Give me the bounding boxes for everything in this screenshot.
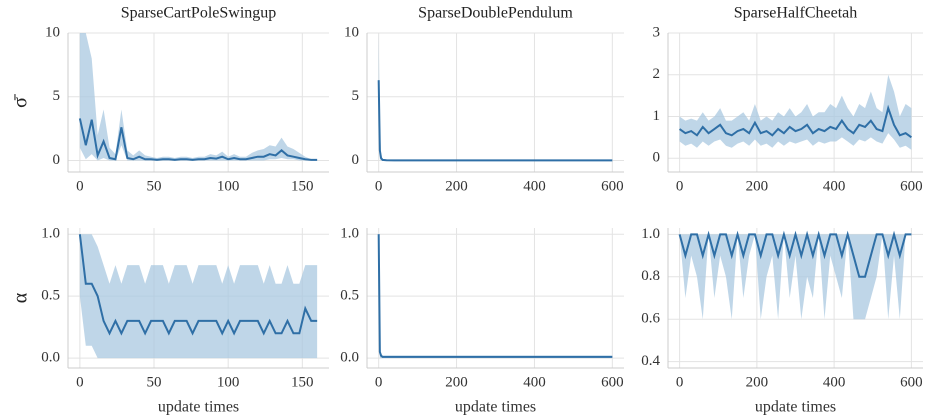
x-tick-label: 100 <box>217 178 240 194</box>
x-tick-label: 600 <box>601 178 624 194</box>
x-tick-label: 400 <box>523 374 546 390</box>
x-tick-label: 200 <box>746 374 769 390</box>
x-tick-label: 0 <box>76 178 84 194</box>
y-tick-label: 10 <box>45 24 60 40</box>
plot-area <box>78 33 318 161</box>
plot-area <box>377 33 613 162</box>
x-tick-label: 0 <box>76 374 84 390</box>
x-tick-label: 400 <box>823 374 846 390</box>
y-tick-label: 5 <box>352 88 360 104</box>
x-tick-label: 200 <box>445 178 468 194</box>
y-tick-label: 0.0 <box>41 350 60 366</box>
x-tick-label: 0 <box>676 374 684 390</box>
chart-title: SparseHalfCheetah <box>734 5 858 22</box>
x-axis-label: update times <box>158 399 239 416</box>
y-tick-label: 1.0 <box>340 226 359 242</box>
x-axis-label: update times <box>455 399 536 416</box>
y-tick-label: 0 <box>53 152 61 168</box>
x-tick-label: 600 <box>900 178 923 194</box>
y-tick-label: 5 <box>53 88 61 104</box>
x-tick-label: 0 <box>375 178 383 194</box>
line <box>377 80 613 162</box>
line <box>78 118 318 161</box>
plot-area <box>377 234 613 359</box>
x-tick-label: 150 <box>291 178 314 194</box>
x-tick-label: 200 <box>746 178 769 194</box>
line <box>678 230 912 278</box>
line <box>679 104 912 139</box>
y-tick-label: 1 <box>653 108 661 124</box>
y-tick-label: 0.5 <box>41 288 60 304</box>
y-tick-label: 0.4 <box>641 353 660 369</box>
x-tick-label: 400 <box>523 178 546 194</box>
y-tick-label: 10 <box>344 24 359 40</box>
x-tick-label: 0 <box>375 374 383 390</box>
x-tick-label: 50 <box>147 374 162 390</box>
y-tick-label: 1.0 <box>641 226 660 242</box>
plot-area <box>78 234 318 359</box>
y-tick-label: 0.5 <box>340 288 359 304</box>
y-tick-label: 0 <box>352 152 360 168</box>
x-axis-label: update times <box>755 399 836 416</box>
y-tick-label: 1.0 <box>41 226 60 242</box>
x-tick-label: 100 <box>217 374 240 390</box>
x-tick-label: 600 <box>601 374 624 390</box>
y-axis-label: σ̄ <box>10 93 32 108</box>
x-tick-label: 0 <box>676 178 684 194</box>
line <box>377 234 613 358</box>
x-tick-label: 600 <box>900 374 923 390</box>
x-tick-label: 150 <box>291 374 314 390</box>
y-tick-label: 3 <box>653 24 661 40</box>
y-tick-label: 0.0 <box>340 350 359 366</box>
plot-area <box>679 74 912 150</box>
x-tick-label: 50 <box>147 178 162 194</box>
y-tick-label: 0.6 <box>641 311 660 327</box>
line <box>78 234 318 336</box>
x-tick-label: 400 <box>823 178 846 194</box>
chart-title: SparseCartPoleSwingup <box>121 5 277 22</box>
plot-area <box>678 230 912 320</box>
confidence-band <box>679 74 912 150</box>
y-tick-label: 0 <box>653 150 661 166</box>
confidence-band <box>79 33 318 161</box>
y-axis-label: α <box>10 292 32 303</box>
y-tick-label: 0.8 <box>641 268 660 284</box>
y-tick-label: 2 <box>653 66 661 82</box>
confidence-band <box>79 234 318 359</box>
x-tick-label: 200 <box>445 374 468 390</box>
chart-title: SparseDoublePendulum <box>418 5 573 22</box>
